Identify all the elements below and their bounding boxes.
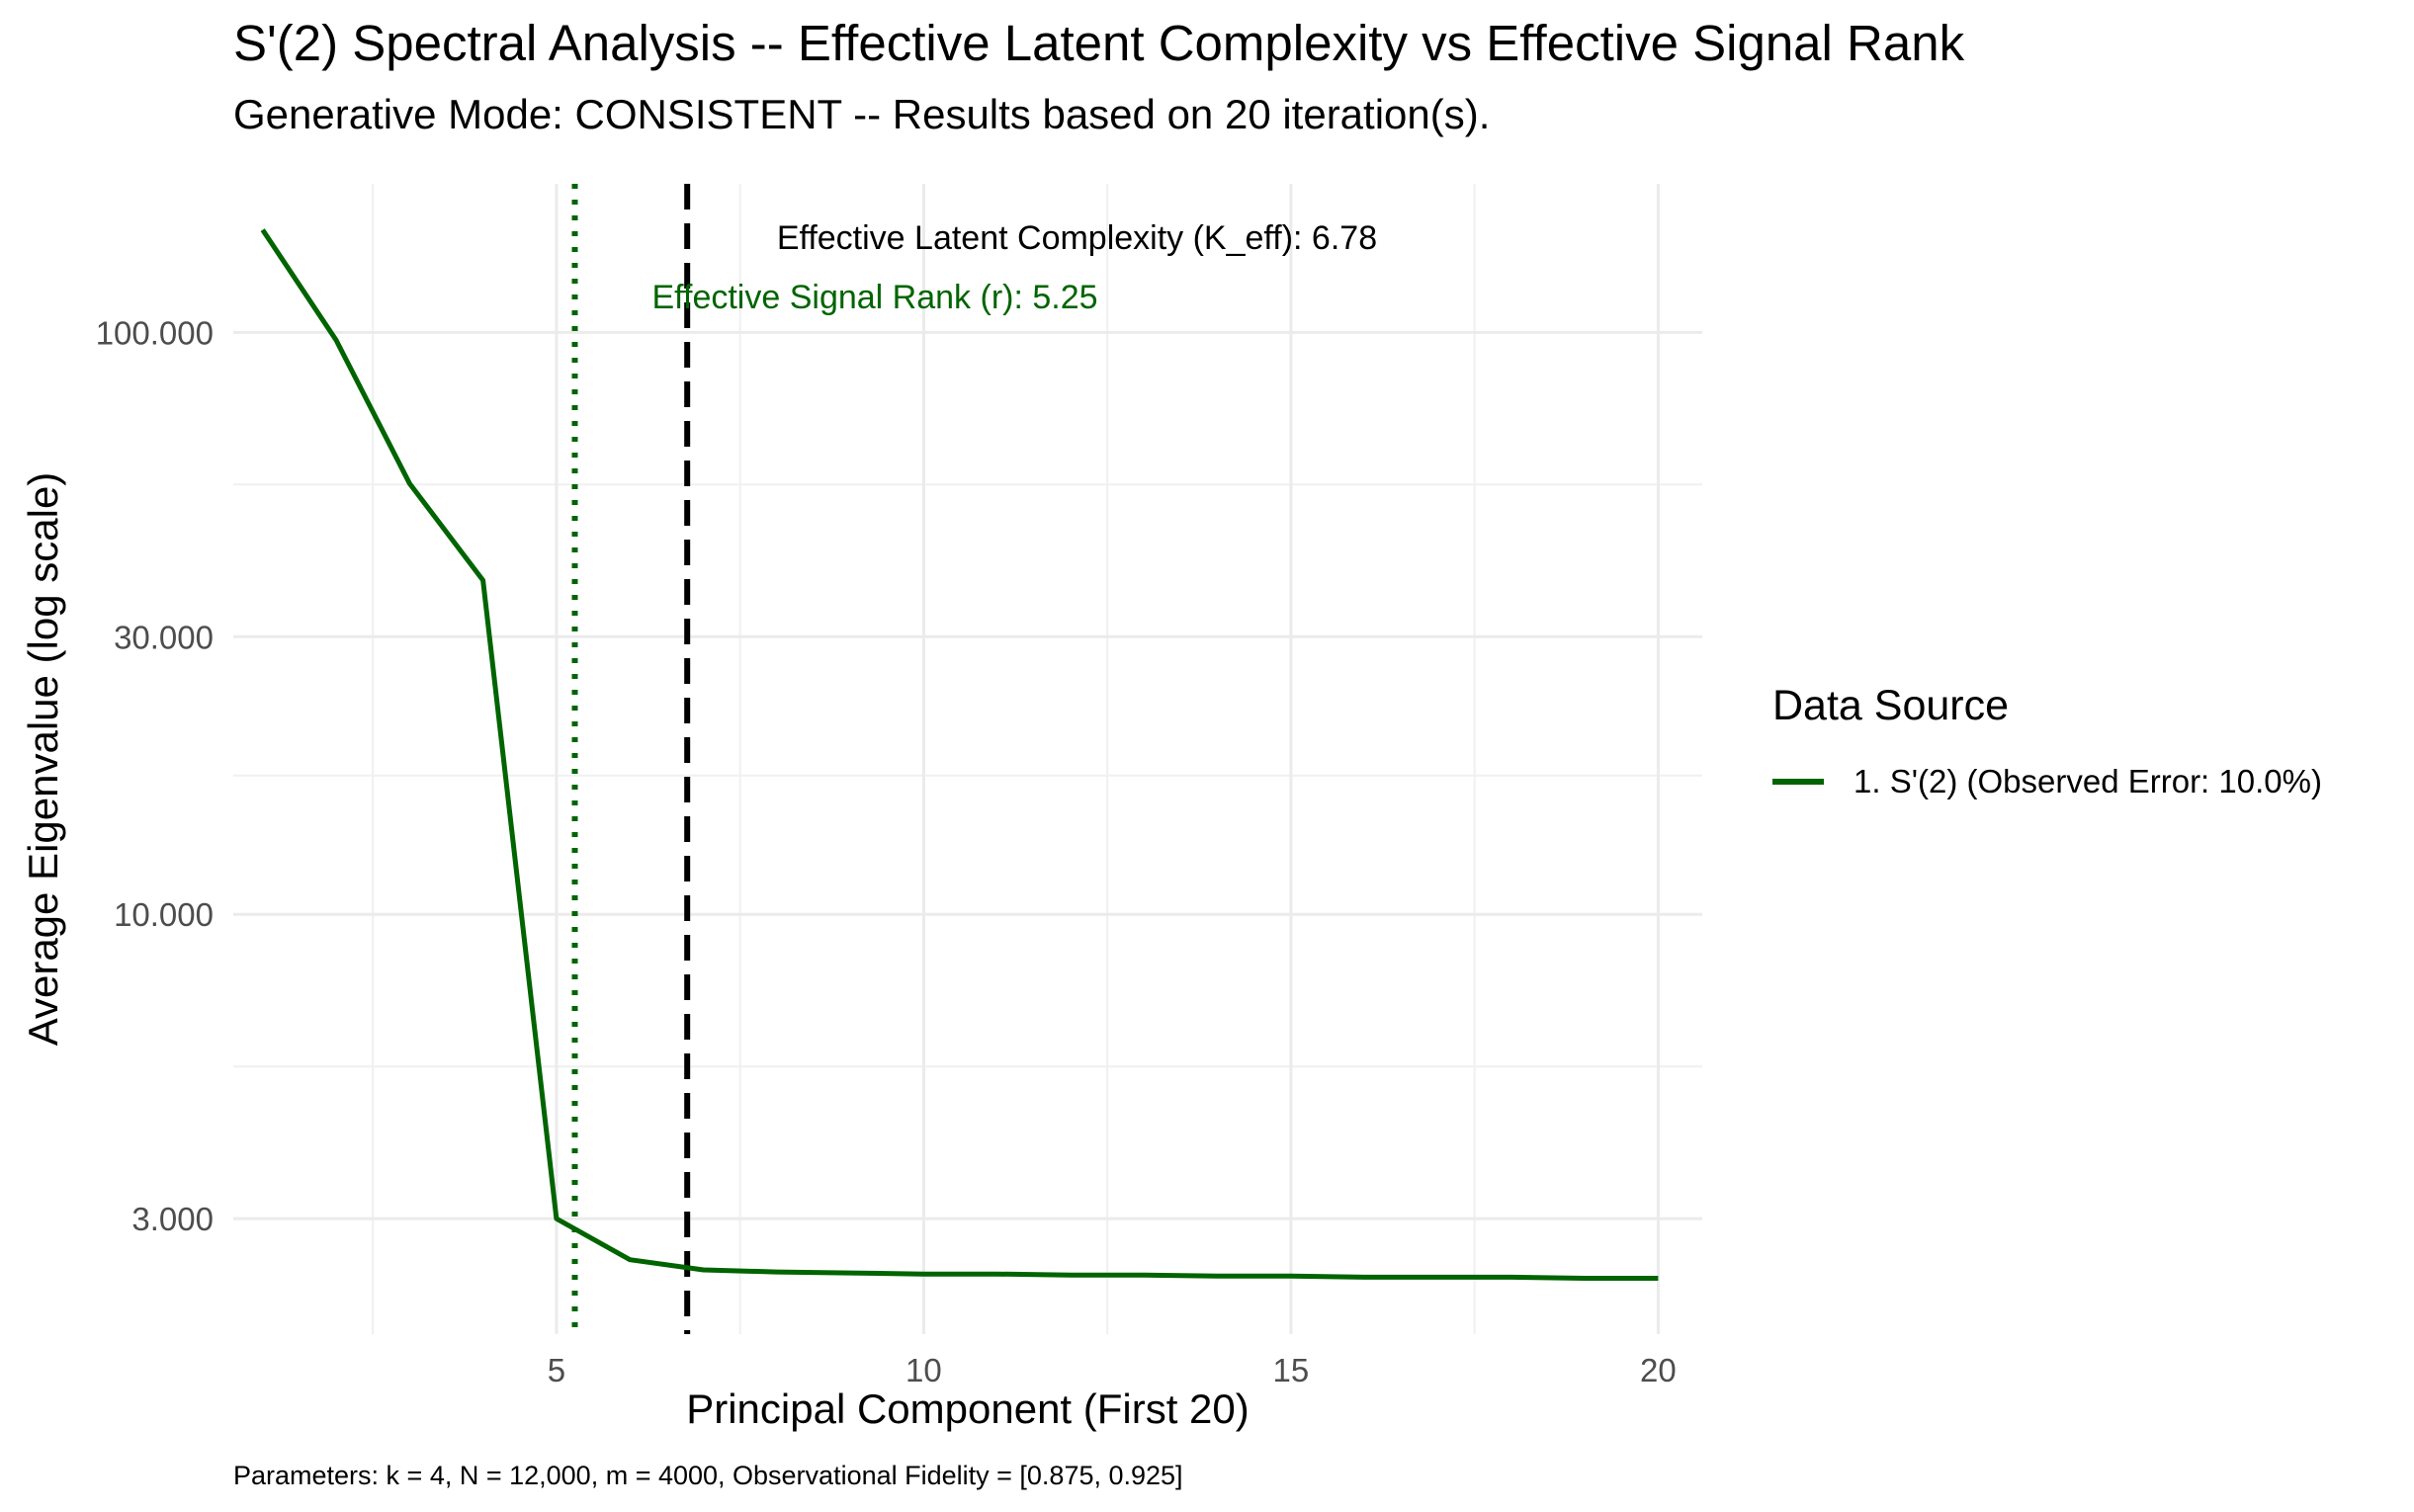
chart-caption: Parameters: k = 4, N = 12,000, m = 4000,… (233, 1461, 1183, 1490)
annotation-latent-complexity: Effective Latent Complexity (K_eff): 6.7… (777, 219, 1377, 257)
reference-lines (571, 184, 691, 1334)
series-line (260, 228, 1659, 1281)
x-axis-ticks: 5 10 15 20 (548, 1352, 1677, 1388)
chart-title: S'(2) Spectral Analysis -- Effective Lat… (233, 15, 1965, 71)
y-tick-label: 100.000 (96, 314, 214, 351)
legend-key-line (1772, 779, 1824, 785)
legend-title: Data Source (1772, 682, 2010, 729)
annotation-signal-rank: Effective Signal Rank (r): 5.25 (652, 279, 1098, 316)
x-axis-title: Principal Component (First 20) (686, 1386, 1250, 1432)
y-tick-label: 3.000 (131, 1201, 214, 1237)
legend-item: 1. S'(2) (Observed Error: 10.0%) (1772, 763, 2322, 800)
x-tick-label: 20 (1640, 1352, 1677, 1388)
grid-minor (233, 184, 1702, 1334)
x-tick-label: 10 (905, 1352, 942, 1388)
y-axis-ticks: 3.000 10.000 30.000 100.000 (96, 314, 214, 1237)
grid-major (233, 184, 1702, 1334)
y-axis-title: Average Eigenvalue (log scale) (20, 472, 66, 1047)
y-tick-label: 30.000 (114, 619, 214, 655)
x-tick-label: 5 (548, 1352, 565, 1388)
x-tick-label: 15 (1273, 1352, 1310, 1388)
y-tick-label: 10.000 (114, 896, 214, 933)
series-group (260, 228, 1659, 1281)
annotations: Effective Latent Complexity (K_eff): 6.7… (652, 219, 1378, 316)
legend-label: 1. S'(2) (Observed Error: 10.0%) (1854, 763, 2322, 799)
chart-subtitle: Generative Mode: CONSISTENT -- Results b… (233, 91, 1491, 137)
